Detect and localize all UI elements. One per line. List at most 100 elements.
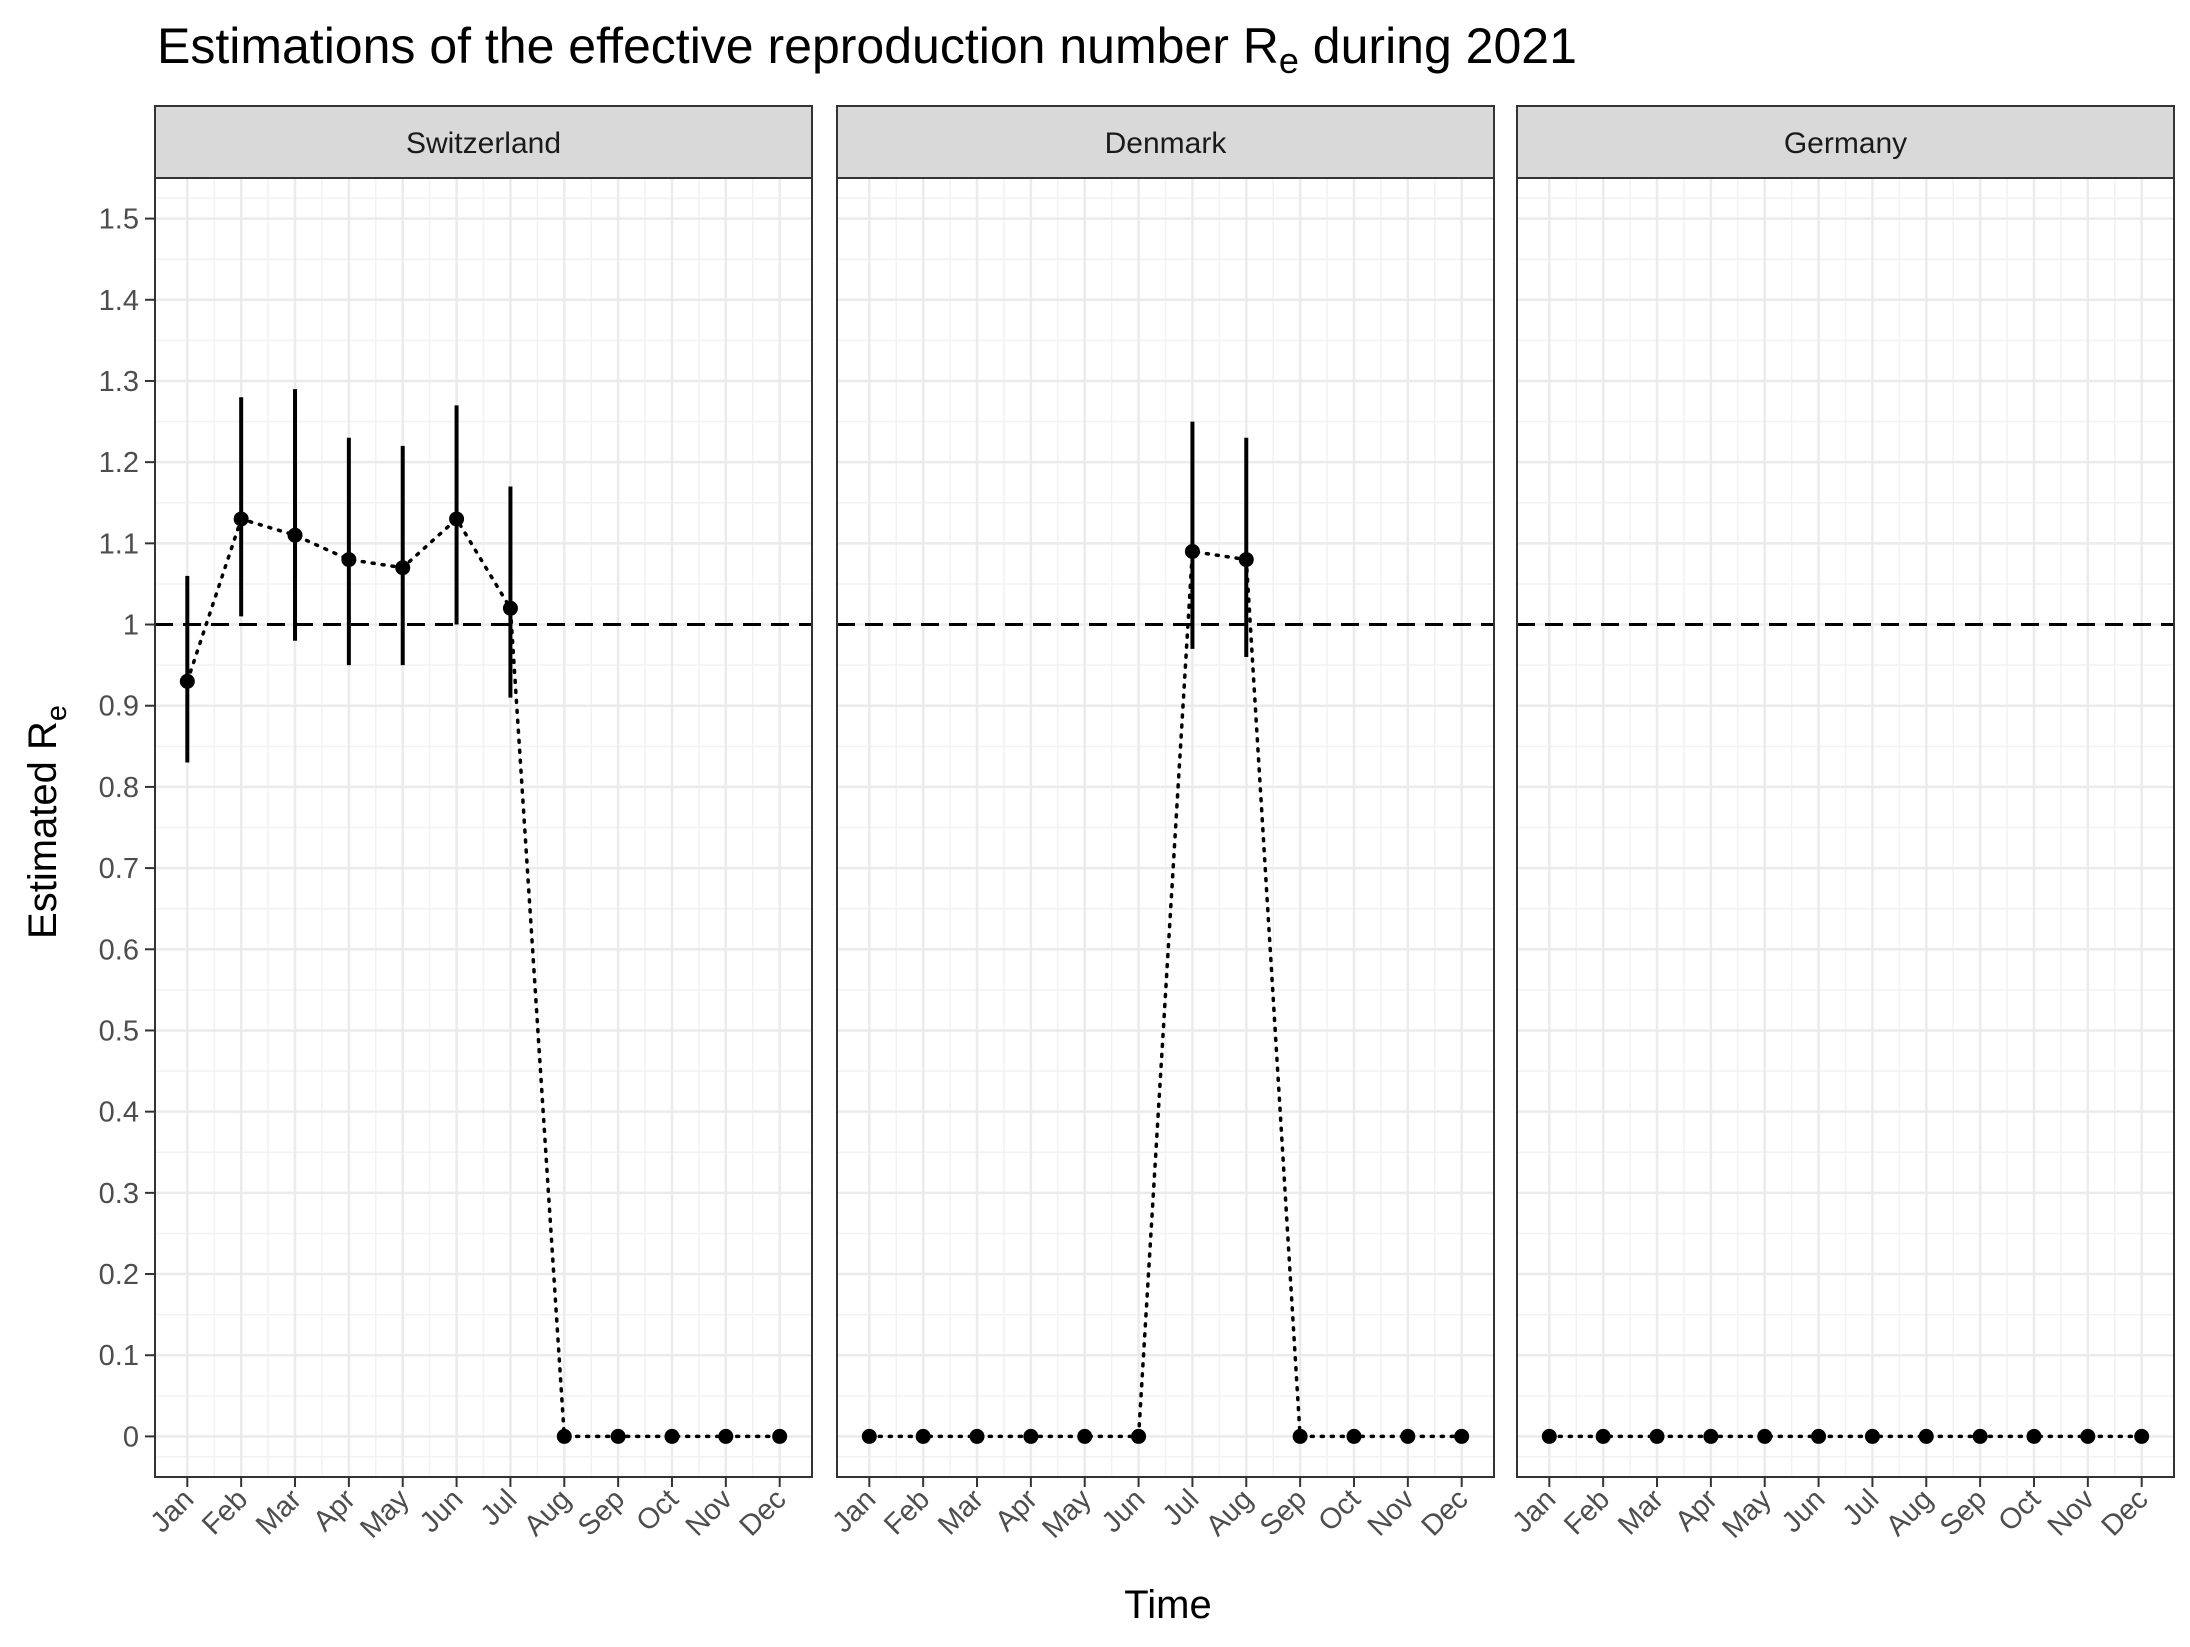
y-tick-label: 0.1	[99, 1340, 139, 1372]
panel-strip-label: Denmark	[1105, 127, 1228, 160]
data-point	[341, 552, 357, 568]
data-point	[395, 560, 411, 576]
panel-strip-label: Germany	[1784, 127, 1907, 160]
x-tick-label: Jul	[475, 1483, 524, 1532]
data-point	[1595, 1428, 1611, 1444]
x-tick-label: May	[1036, 1483, 1098, 1545]
data-point	[1864, 1428, 1880, 1444]
x-tick-label: Apr	[989, 1483, 1044, 1538]
y-tick-label: 0.9	[99, 691, 139, 723]
y-tick-label: 0.5	[99, 1015, 139, 1047]
y-tick-label: 1.2	[99, 447, 139, 479]
panel-strip-label: Switzerland	[406, 127, 561, 160]
x-tick-label: Apr	[307, 1483, 362, 1538]
y-tick-label: 0.8	[99, 772, 139, 804]
data-point	[1918, 1428, 1934, 1444]
x-tick-label: May	[354, 1483, 416, 1545]
data-point	[2026, 1428, 2042, 1444]
y-tick-label: 0.6	[99, 934, 139, 966]
y-tick-label: 0.2	[99, 1259, 139, 1291]
data-point	[1649, 1428, 1665, 1444]
x-tick-label: Aug	[518, 1483, 577, 1542]
data-point	[1703, 1428, 1719, 1444]
data-point	[1757, 1428, 1773, 1444]
x-tick-label: Aug	[1200, 1483, 1259, 1542]
y-tick-label: 0	[123, 1421, 139, 1453]
data-point	[1292, 1428, 1308, 1444]
data-point	[772, 1428, 788, 1444]
data-point	[502, 600, 518, 616]
x-tick-label: Dec	[1416, 1483, 1475, 1542]
data-point	[1346, 1428, 1362, 1444]
data-point	[1238, 552, 1254, 568]
x-tick-label: Apr	[1669, 1483, 1724, 1538]
data-point	[233, 511, 249, 527]
x-tick-label: Nov	[680, 1483, 739, 1542]
y-tick-label: 0.3	[99, 1178, 139, 1210]
data-point	[1454, 1428, 1470, 1444]
x-tick-label: Nov	[2042, 1483, 2101, 1542]
x-tick-label: Mar	[932, 1483, 990, 1541]
data-point	[1077, 1428, 1093, 1444]
x-tick-label: Jul	[1837, 1483, 1886, 1532]
data-point	[287, 527, 303, 543]
data-point	[1811, 1428, 1827, 1444]
series-line	[867, 549, 1464, 1439]
x-tick-label: Feb	[878, 1483, 936, 1541]
x-tick-label: Sep	[572, 1483, 631, 1542]
data-point	[718, 1428, 734, 1444]
x-tick-label: Jan	[1507, 1483, 1563, 1539]
x-tick-label: Jan	[145, 1483, 201, 1539]
panel-strip	[836, 105, 1495, 179]
data-point	[1184, 543, 1200, 559]
data-point	[1023, 1428, 1039, 1444]
data-point	[2080, 1428, 2096, 1444]
chart-title: Estimations of the effective reproductio…	[157, 18, 1577, 81]
y-tick-label: 1.4	[99, 285, 139, 317]
panel-border	[154, 177, 813, 1478]
panel-border	[1516, 177, 2175, 1478]
x-tick-label: Jul	[1157, 1483, 1206, 1532]
y-tick-label: 0.4	[99, 1097, 139, 1129]
x-tick-label: Oct	[1312, 1483, 1367, 1538]
data-point	[664, 1428, 680, 1444]
x-tick-label: Feb	[196, 1483, 254, 1541]
y-tick-label: 1.5	[99, 204, 139, 236]
y-axis-title: Estimated Re	[21, 705, 73, 939]
y-tick-label: 1	[123, 610, 139, 642]
x-tick-label: Sep	[1934, 1483, 1993, 1542]
y-tick-label: 0.7	[99, 853, 139, 885]
x-tick-label: Oct	[1992, 1483, 2047, 1538]
data-point	[969, 1428, 985, 1444]
data-point	[610, 1428, 626, 1444]
x-tick-label: May	[1716, 1483, 1778, 1545]
x-tick-label: Jan	[827, 1483, 883, 1539]
data-point	[861, 1428, 877, 1444]
x-tick-label: Dec	[734, 1483, 793, 1542]
x-tick-label: Sep	[1254, 1483, 1313, 1542]
data-point	[1541, 1428, 1557, 1444]
data-point	[449, 511, 465, 527]
x-tick-label: Feb	[1558, 1483, 1616, 1541]
x-tick-label: Jun	[1096, 1483, 1152, 1539]
x-tick-label: Jun	[1776, 1483, 1832, 1539]
x-axis-title: Time	[1124, 1583, 1211, 1627]
y-tick-label: 1.1	[99, 528, 139, 560]
data-point	[1131, 1428, 1147, 1444]
x-tick-label: Mar	[250, 1483, 308, 1541]
x-tick-label: Nov	[1362, 1483, 1421, 1542]
x-tick-label: Mar	[1612, 1483, 1670, 1541]
y-tick-label: 1.3	[99, 366, 139, 398]
data-point	[179, 673, 195, 689]
x-tick-label: Dec	[2096, 1483, 2155, 1542]
data-point	[556, 1428, 572, 1444]
x-tick-label: Jun	[414, 1483, 470, 1539]
data-point	[2134, 1428, 2150, 1444]
panels-layer: 0 0.1 0.2 0.3 0.4 0.5 0.6 0.7 0.8 0.9 1 1.1 1.2 1.3 1.…	[99, 105, 2175, 1545]
x-tick-label: Aug	[1880, 1483, 1939, 1542]
